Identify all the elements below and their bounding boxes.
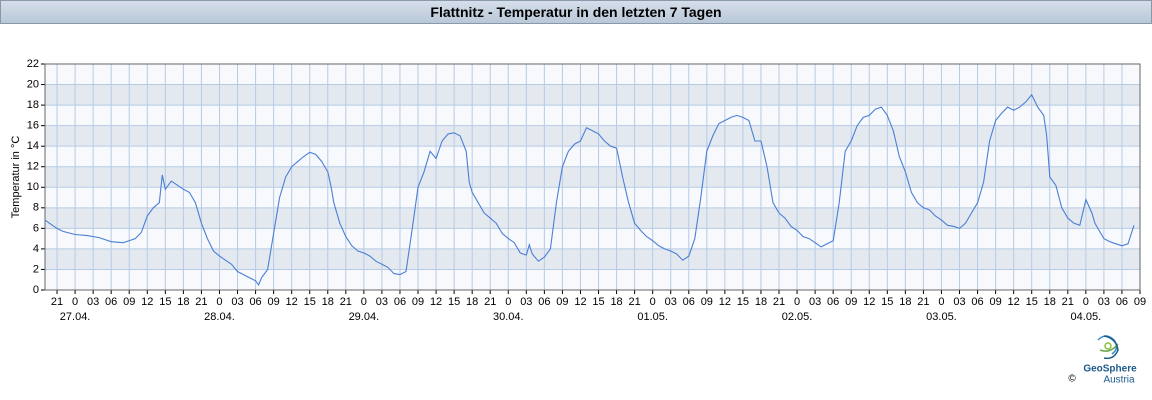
x-tick-label: 15 — [448, 296, 460, 308]
logo-sub: Austria — [1103, 375, 1135, 386]
x-tick-label: 06 — [249, 296, 261, 308]
x-tick-label: 12 — [719, 296, 731, 308]
x-tick-label: 09 — [268, 296, 280, 308]
x-tick-label: 12 — [863, 296, 875, 308]
x-tick-label: 03 — [665, 296, 677, 308]
x-tick-label: 03 — [953, 296, 965, 308]
x-tick-label: 06 — [971, 296, 983, 308]
date-label: 02.05. — [782, 311, 813, 323]
x-tick-label: 0 — [794, 296, 800, 308]
x-tick-label: 0 — [650, 296, 656, 308]
date-label: 29.04. — [349, 311, 380, 323]
x-tick-label: 15 — [159, 296, 171, 308]
x-tick-label: 15 — [304, 296, 316, 308]
x-tick-label: 21 — [1062, 296, 1074, 308]
x-tick-label: 18 — [177, 296, 189, 308]
x-tick-label: 18 — [322, 296, 334, 308]
date-label: 04.05. — [1071, 311, 1102, 323]
date-label: 28.04. — [204, 311, 235, 323]
x-tick-label: 18 — [466, 296, 478, 308]
x-tick-label: 0 — [938, 296, 944, 308]
y-tick-label: 12 — [27, 161, 39, 173]
x-tick-label: 06 — [683, 296, 695, 308]
y-tick-label: 10 — [27, 181, 39, 193]
header-bar: Flattnitz - Temperatur in den letzten 7 … — [0, 0, 1152, 24]
grid-band — [45, 166, 1140, 188]
x-tick-label: 0 — [72, 296, 78, 308]
date-label: 01.05. — [637, 311, 668, 323]
date-label: 03.05. — [926, 311, 957, 323]
x-tick-label: 06 — [827, 296, 839, 308]
x-tick-label: 21 — [628, 296, 640, 308]
x-tick-label: 03 — [809, 296, 821, 308]
y-tick-label: 4 — [33, 243, 39, 255]
logo-icon — [1097, 335, 1119, 360]
logo-dot — [1104, 342, 1112, 350]
date-label: 30.04. — [493, 311, 524, 323]
y-tick-label: 0 — [33, 284, 39, 296]
y-tick-label: 16 — [27, 120, 39, 132]
x-tick-label: 18 — [899, 296, 911, 308]
x-tick-label: 0 — [216, 296, 222, 308]
x-tick-label: 03 — [87, 296, 99, 308]
x-tick-label: 06 — [105, 296, 117, 308]
y-tick-label: 20 — [27, 78, 39, 90]
x-tick-label: 21 — [340, 296, 352, 308]
x-tick-label: 21 — [484, 296, 496, 308]
x-tick-label: 06 — [1116, 296, 1128, 308]
x-tick-label: 21 — [773, 296, 785, 308]
y-tick-label: 18 — [27, 99, 39, 111]
x-tick-label: 0 — [1083, 296, 1089, 308]
plot-border — [44, 63, 1141, 291]
x-tick-label: 12 — [286, 296, 298, 308]
x-tick-label: 21 — [917, 296, 929, 308]
x-tick-label: 18 — [1044, 296, 1056, 308]
x-tick-label: 03 — [231, 296, 243, 308]
date-label: 27.04. — [60, 311, 91, 323]
x-tick-label: 15 — [881, 296, 893, 308]
x-tick-label: 03 — [1098, 296, 1110, 308]
temperature-line — [44, 93, 1135, 287]
copyright: © — [1068, 374, 1076, 385]
grid-band — [45, 207, 1140, 229]
x-tick-label: 21 — [195, 296, 207, 308]
x-tick-label: 15 — [1026, 296, 1038, 308]
x-tick-label: 09 — [1134, 296, 1146, 308]
x-tick-label: 03 — [520, 296, 532, 308]
x-tick-label: 12 — [430, 296, 442, 308]
y-axis-label: Temperatur in °C — [10, 136, 22, 219]
grid-band — [45, 84, 1140, 106]
x-tick-label: 06 — [538, 296, 550, 308]
y-tick-label: 22 — [27, 58, 39, 70]
x-tick-label: 09 — [412, 296, 424, 308]
chart-title: Flattnitz - Temperatur in den letzten 7 … — [430, 4, 722, 20]
grid-band — [45, 248, 1140, 270]
logo-name: GeoSphere — [1083, 364, 1137, 375]
x-tick-label: 0 — [505, 296, 511, 308]
logo-swirl — [1103, 335, 1119, 360]
grid-band — [45, 125, 1140, 147]
x-tick-label: 12 — [574, 296, 586, 308]
x-tick-label: 18 — [610, 296, 622, 308]
x-tick-label: 0 — [361, 296, 367, 308]
y-tick-label: 8 — [33, 202, 39, 214]
y-tick-label: 14 — [27, 140, 39, 152]
x-tick-label: 09 — [989, 296, 1001, 308]
x-tick-label: 09 — [123, 296, 135, 308]
x-tick-label: 12 — [141, 296, 153, 308]
x-tick-label: 12 — [1008, 296, 1020, 308]
x-tick-label: 15 — [737, 296, 749, 308]
y-tick-label: 2 — [33, 263, 39, 275]
x-tick-label: 18 — [755, 296, 767, 308]
x-tick-label: 21 — [51, 296, 63, 308]
y-tick-label: 6 — [33, 222, 39, 234]
x-tick-label: 09 — [845, 296, 857, 308]
x-tick-label: 03 — [376, 296, 388, 308]
x-tick-label: 06 — [394, 296, 406, 308]
x-tick-label: 15 — [592, 296, 604, 308]
x-tick-label: 09 — [701, 296, 713, 308]
x-tick-label: 09 — [556, 296, 568, 308]
